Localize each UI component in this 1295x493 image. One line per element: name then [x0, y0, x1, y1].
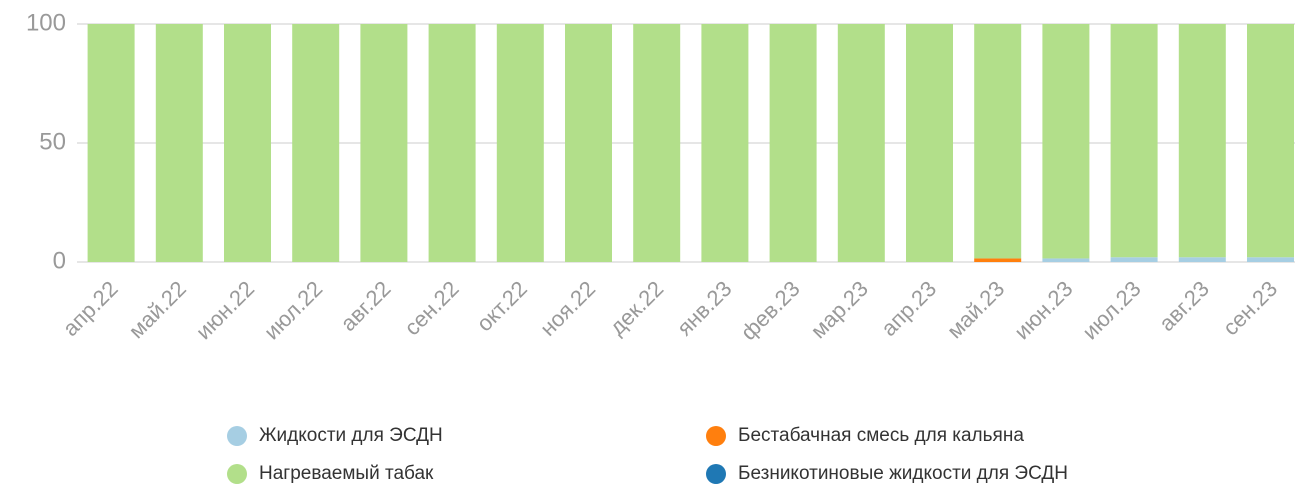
bar-segment	[360, 24, 408, 262]
bar-segment	[496, 24, 544, 262]
x-tick-label: окт.22	[472, 276, 532, 336]
bar-segment	[974, 258, 1022, 262]
x-tick-label: июл.22	[259, 276, 327, 344]
x-tick-label: май.22	[124, 276, 191, 343]
y-tick-label: 50	[39, 128, 66, 155]
bar-segment	[1178, 257, 1226, 262]
x-tick-label: июн.22	[191, 276, 259, 344]
x-tick-label: сен.22	[399, 276, 463, 340]
x-tick-label: июн.23	[1009, 276, 1077, 344]
bar-segment	[1042, 24, 1090, 259]
bar-segment	[565, 24, 612, 262]
x-tick-label: апр.22	[58, 276, 123, 341]
x-tick-label: авг.23	[1154, 276, 1214, 336]
x-tick-label: ноя.22	[535, 276, 600, 341]
x-tick-label: сен.23	[1218, 276, 1282, 340]
x-tick-label: янв.23	[672, 276, 737, 341]
bar-segment	[224, 24, 271, 262]
bar-segment	[974, 24, 1022, 259]
bar-segment	[837, 24, 885, 262]
bar-segment	[1247, 24, 1294, 258]
legend-label: Нагреваемый табак	[259, 463, 434, 484]
legend-swatch	[227, 426, 247, 446]
bar-segment	[1110, 24, 1158, 258]
legend-swatch	[227, 464, 247, 484]
bar-segment	[428, 24, 476, 262]
bar-segment	[906, 24, 953, 262]
x-tick-label: фев.23	[736, 276, 805, 345]
x-tick-label: май.23	[942, 276, 1009, 343]
bar-segment	[769, 24, 817, 262]
legend-label: Бестабачная смесь для кальяна	[738, 425, 1024, 446]
y-tick-label: 100	[26, 9, 66, 36]
bar-segment	[87, 24, 135, 262]
bar-segment	[292, 24, 340, 262]
x-tick-label: июл.23	[1077, 276, 1145, 344]
legend-label: Безникотиновые жидкости для ЭСДН	[738, 463, 1068, 484]
x-tick-label: авг.22	[336, 276, 396, 336]
bar-segment	[1178, 24, 1226, 258]
legend-swatch	[706, 464, 726, 484]
bar-segment	[633, 24, 681, 262]
bar-segment	[1042, 258, 1090, 262]
x-tick-label: дек.22	[605, 276, 669, 340]
x-tick-label: мар.23	[806, 276, 873, 343]
legend-label: Жидкости для ЭСДН	[259, 425, 443, 446]
bar-segment	[1110, 257, 1158, 262]
bar-segment	[1247, 257, 1294, 262]
legend-swatch	[706, 426, 726, 446]
bar-segment	[701, 24, 749, 262]
x-tick-label: апр.23	[876, 276, 941, 341]
y-tick-label: 0	[53, 247, 66, 274]
bar-segment	[155, 24, 203, 262]
